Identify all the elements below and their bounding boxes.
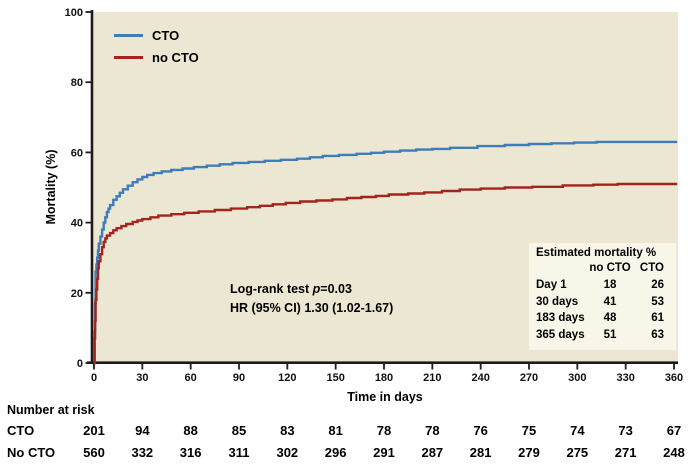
risk-value: 67 [666,423,682,438]
risk-row-label-cto: CTO [7,423,35,438]
est-value-cto: 63 [651,329,664,342]
risk-value: 88 [183,423,198,438]
y-axis-title: Mortality (%) [44,149,58,225]
x-tick-label: 180 [375,372,393,384]
risk-value: 76 [473,423,488,438]
y-tick-label: 100 [65,7,83,19]
risk-value: 560 [83,445,105,460]
risk-value: 248 [663,445,685,460]
x-tick-label: 300 [568,372,586,384]
estimated-mortality-box-bg [529,243,676,350]
est-value-no-cto: 18 [603,278,617,291]
x-tick-label: 210 [423,372,441,384]
legend-item-cto: CTO [114,24,199,46]
risk-value: 291 [373,445,395,460]
est-value-cto: 26 [651,278,664,291]
legend-item-no-cto: no CTO [114,46,199,68]
x-tick-label: 240 [471,372,489,384]
y-tick-label: 40 [71,218,83,230]
risk-value: 271 [614,445,637,460]
legend-label-cto: CTO [152,27,180,43]
stats-annotation: Log-rank test p=0.03 HR (95% CI) 1.30 (1… [230,280,393,318]
x-tick-label: 0 [91,372,97,384]
estimated-mortality-grid: no CTO CTO Day 1 18 26 30 days 41 53 183 days 4… [536,260,670,344]
x-axis-title: Time in days [347,390,423,404]
risk-value: 287 [421,445,444,460]
legend-label-no-cto: no CTO [152,49,199,65]
x-tick-label: 60 [185,372,197,384]
x-tick-label: 90 [233,372,245,384]
risk-value: 279 [518,445,540,460]
est-header-spacer [536,260,588,277]
est-header-cto: CTO [639,262,664,274]
x-tick-label: 360 [665,372,683,384]
risk-value: 296 [324,445,347,460]
est-value-no-cto: 41 [603,295,617,308]
risk-value: 332 [131,445,154,460]
est-value-no-cto: 51 [603,329,617,342]
risk-row-label-no-cto: No CTO [7,445,56,460]
risk-value: 78 [425,423,440,438]
curve-cto [93,140,678,365]
hazard-ratio-line: HR (95% CI) 1.30 (1.02-1.67) [230,301,394,315]
risk-value: 302 [276,445,299,460]
x-tick-label: 150 [326,372,344,384]
risk-value: 94 [135,423,150,438]
risk-value: 78 [376,423,392,438]
p-symbol: p [312,282,321,296]
number-at-risk-title: Number at risk [7,403,95,417]
est-row-label: 30 days [536,295,579,308]
est-row-label: Day 1 [536,278,567,291]
est-header-no-cto: no CTO [589,262,631,274]
risk-value: 275 [566,445,589,460]
y-tick-label: 80 [71,77,83,89]
risk-value: 75 [521,423,537,438]
curve-no-cto [93,182,678,365]
estimated-mortality-table: Estimated mortality % no CTO CTO Day 1 18… [529,243,676,350]
est-value-no-cto: 48 [603,312,617,325]
logrank-line: Log-rank test p=0.03 [230,282,352,296]
risk-value: 73 [618,423,633,438]
x-tick-label: 120 [278,372,296,384]
risk-value: 83 [280,423,295,438]
risk-value: 81 [328,423,343,438]
estimated-mortality-title: Estimated mortality % [536,247,657,259]
cto-line-swatch [114,33,143,37]
risk-value: 311 [228,445,250,460]
x-tick-label: 330 [616,372,634,384]
no-cto-line-swatch [114,55,143,59]
risk-value: 74 [570,423,585,438]
risk-value: 281 [469,445,492,460]
legend: CTO no CTO [114,24,199,68]
risk-value: 201 [83,423,105,438]
y-tick-label: 60 [71,147,83,159]
est-row-label: 183 days [536,312,585,325]
est-value-cto: 53 [651,295,664,308]
risk-value: 85 [231,423,247,438]
x-tick-label: 30 [136,372,148,384]
risk-value: 316 [179,445,202,460]
est-row-label: 365 days [536,329,585,342]
est-value-cto: 61 [651,312,664,325]
y-tick-label: 20 [71,288,83,300]
y-tick-label: 0 [77,358,83,370]
x-tick-label: 270 [520,372,538,384]
